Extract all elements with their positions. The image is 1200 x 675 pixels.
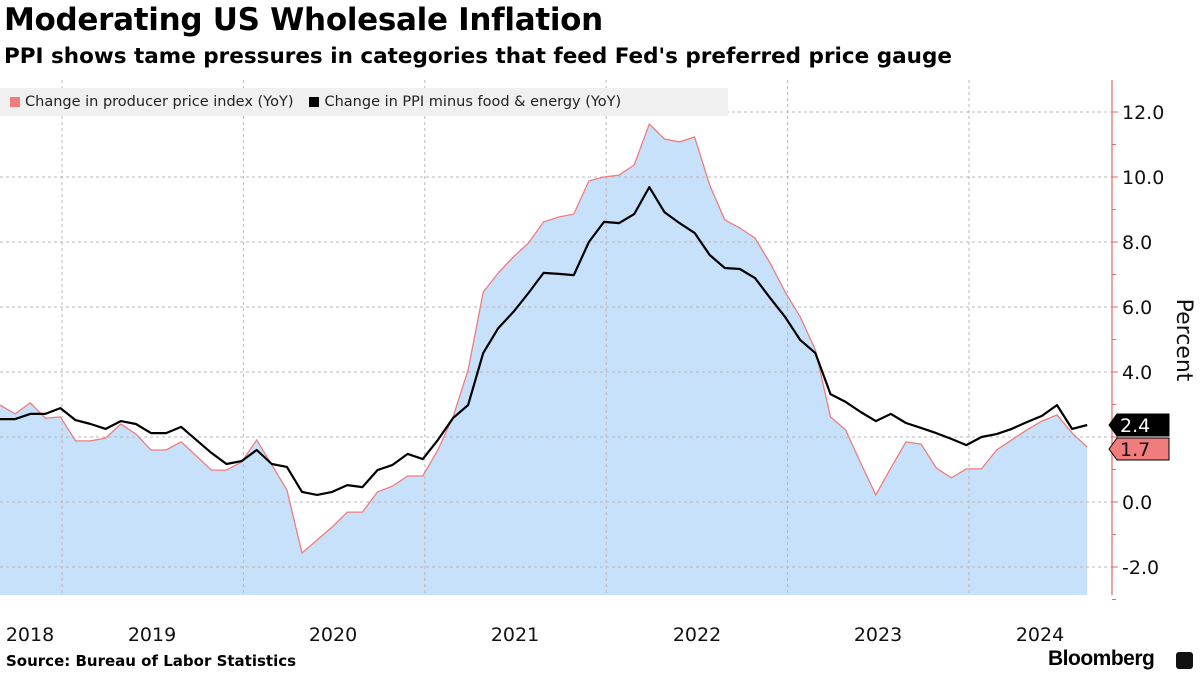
legend-label-ppi: Change in producer price index (YoY) — [25, 94, 294, 110]
chart-subtitle: PPI shows tame pressures in categories t… — [4, 44, 952, 69]
x-tick-label: 2021 — [491, 624, 539, 646]
ppi-last-value-label-bg — [1108, 437, 1170, 461]
y-tick-label: 4.0 — [1122, 362, 1152, 384]
x-tick-label: 2023 — [854, 624, 902, 646]
y-tick-label: 0.0 — [1122, 492, 1152, 514]
core-last-value-label: 2.4 — [1120, 415, 1150, 437]
x-tick-label: 2024 — [1016, 624, 1064, 646]
ppi-area-fill — [0, 124, 1088, 595]
core-ppi-line — [0, 186, 1088, 496]
x-tick-label: 2018 — [6, 624, 54, 646]
y-axis-title: Percent — [1171, 299, 1196, 382]
legend-label-core: Change in PPI minus food & energy (YoY) — [324, 94, 622, 110]
legend: Change in producer price index (YoY) Cha… — [0, 88, 728, 116]
y-tick-label: 12.0 — [1122, 102, 1164, 124]
x-tick-label: 2019 — [128, 624, 176, 646]
chart-title: Moderating US Wholesale Inflation — [4, 2, 603, 38]
source-note: Source: Bureau of Labor Statistics — [6, 652, 297, 670]
bloomberg-chart-icon — [1176, 652, 1193, 669]
x-tick-label: 2020 — [309, 624, 357, 646]
y-tick-label: -2.0 — [1122, 557, 1159, 579]
legend-item-core: Change in PPI minus food & energy (YoY) — [309, 94, 621, 110]
y-tick-label: 8.0 — [1122, 232, 1152, 254]
x-tick-label: 2022 — [673, 624, 721, 646]
y-tick-label: 6.0 — [1122, 297, 1152, 319]
legend-item-ppi: Change in producer price index (YoY) — [10, 94, 293, 110]
ppi-line — [0, 122, 1088, 555]
core-last-value-label-bg — [1108, 413, 1170, 437]
y-tick-label: 10.0 — [1122, 167, 1164, 189]
legend-swatch-core — [309, 97, 320, 107]
legend-swatch-ppi — [10, 97, 20, 107]
bloomberg-logo: Bloomberg — [1048, 647, 1155, 670]
ppi-last-value-label: 1.7 — [1120, 439, 1150, 461]
